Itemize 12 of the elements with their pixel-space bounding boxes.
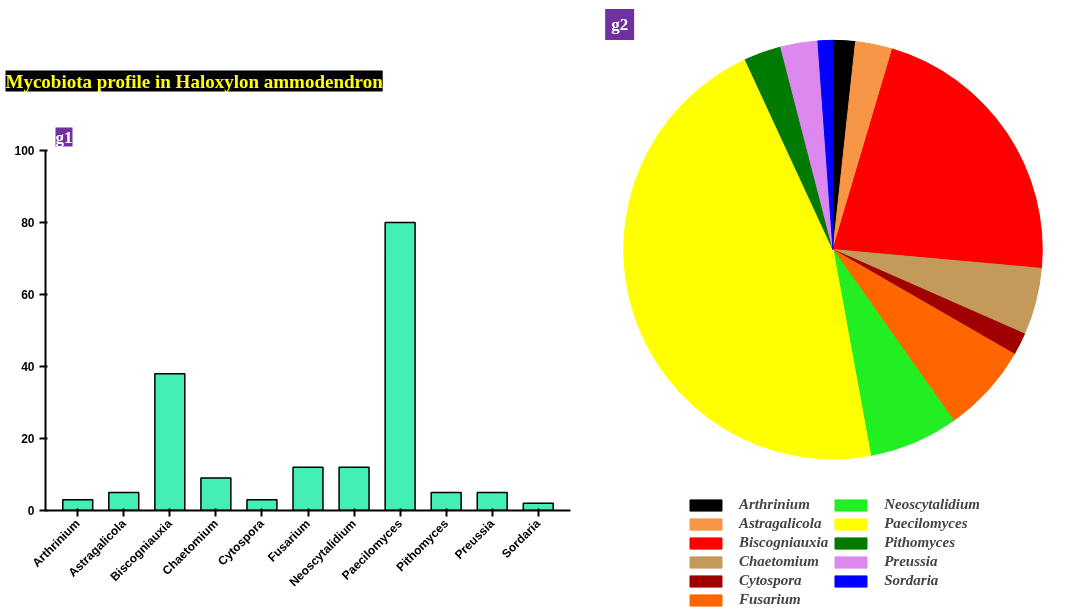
y-tick-label: 60 xyxy=(21,288,35,302)
y-tick-label: 0 xyxy=(27,504,35,518)
text: g2 xyxy=(611,15,629,35)
y-tick-label: 80 xyxy=(21,216,35,230)
legend-label: Arthrinium xyxy=(738,496,810,513)
legend-label: Fusarium xyxy=(738,591,801,608)
y-tick-label: 40 xyxy=(21,360,35,374)
y-tick-label: 20 xyxy=(21,432,35,446)
chart-title: Mycobiota profile in Haloxylon ammodendron xyxy=(5,70,384,92)
text: g1 xyxy=(55,127,73,147)
y-tick-label: 100 xyxy=(14,144,35,158)
legend-label: Neoscytalidium xyxy=(884,496,981,513)
